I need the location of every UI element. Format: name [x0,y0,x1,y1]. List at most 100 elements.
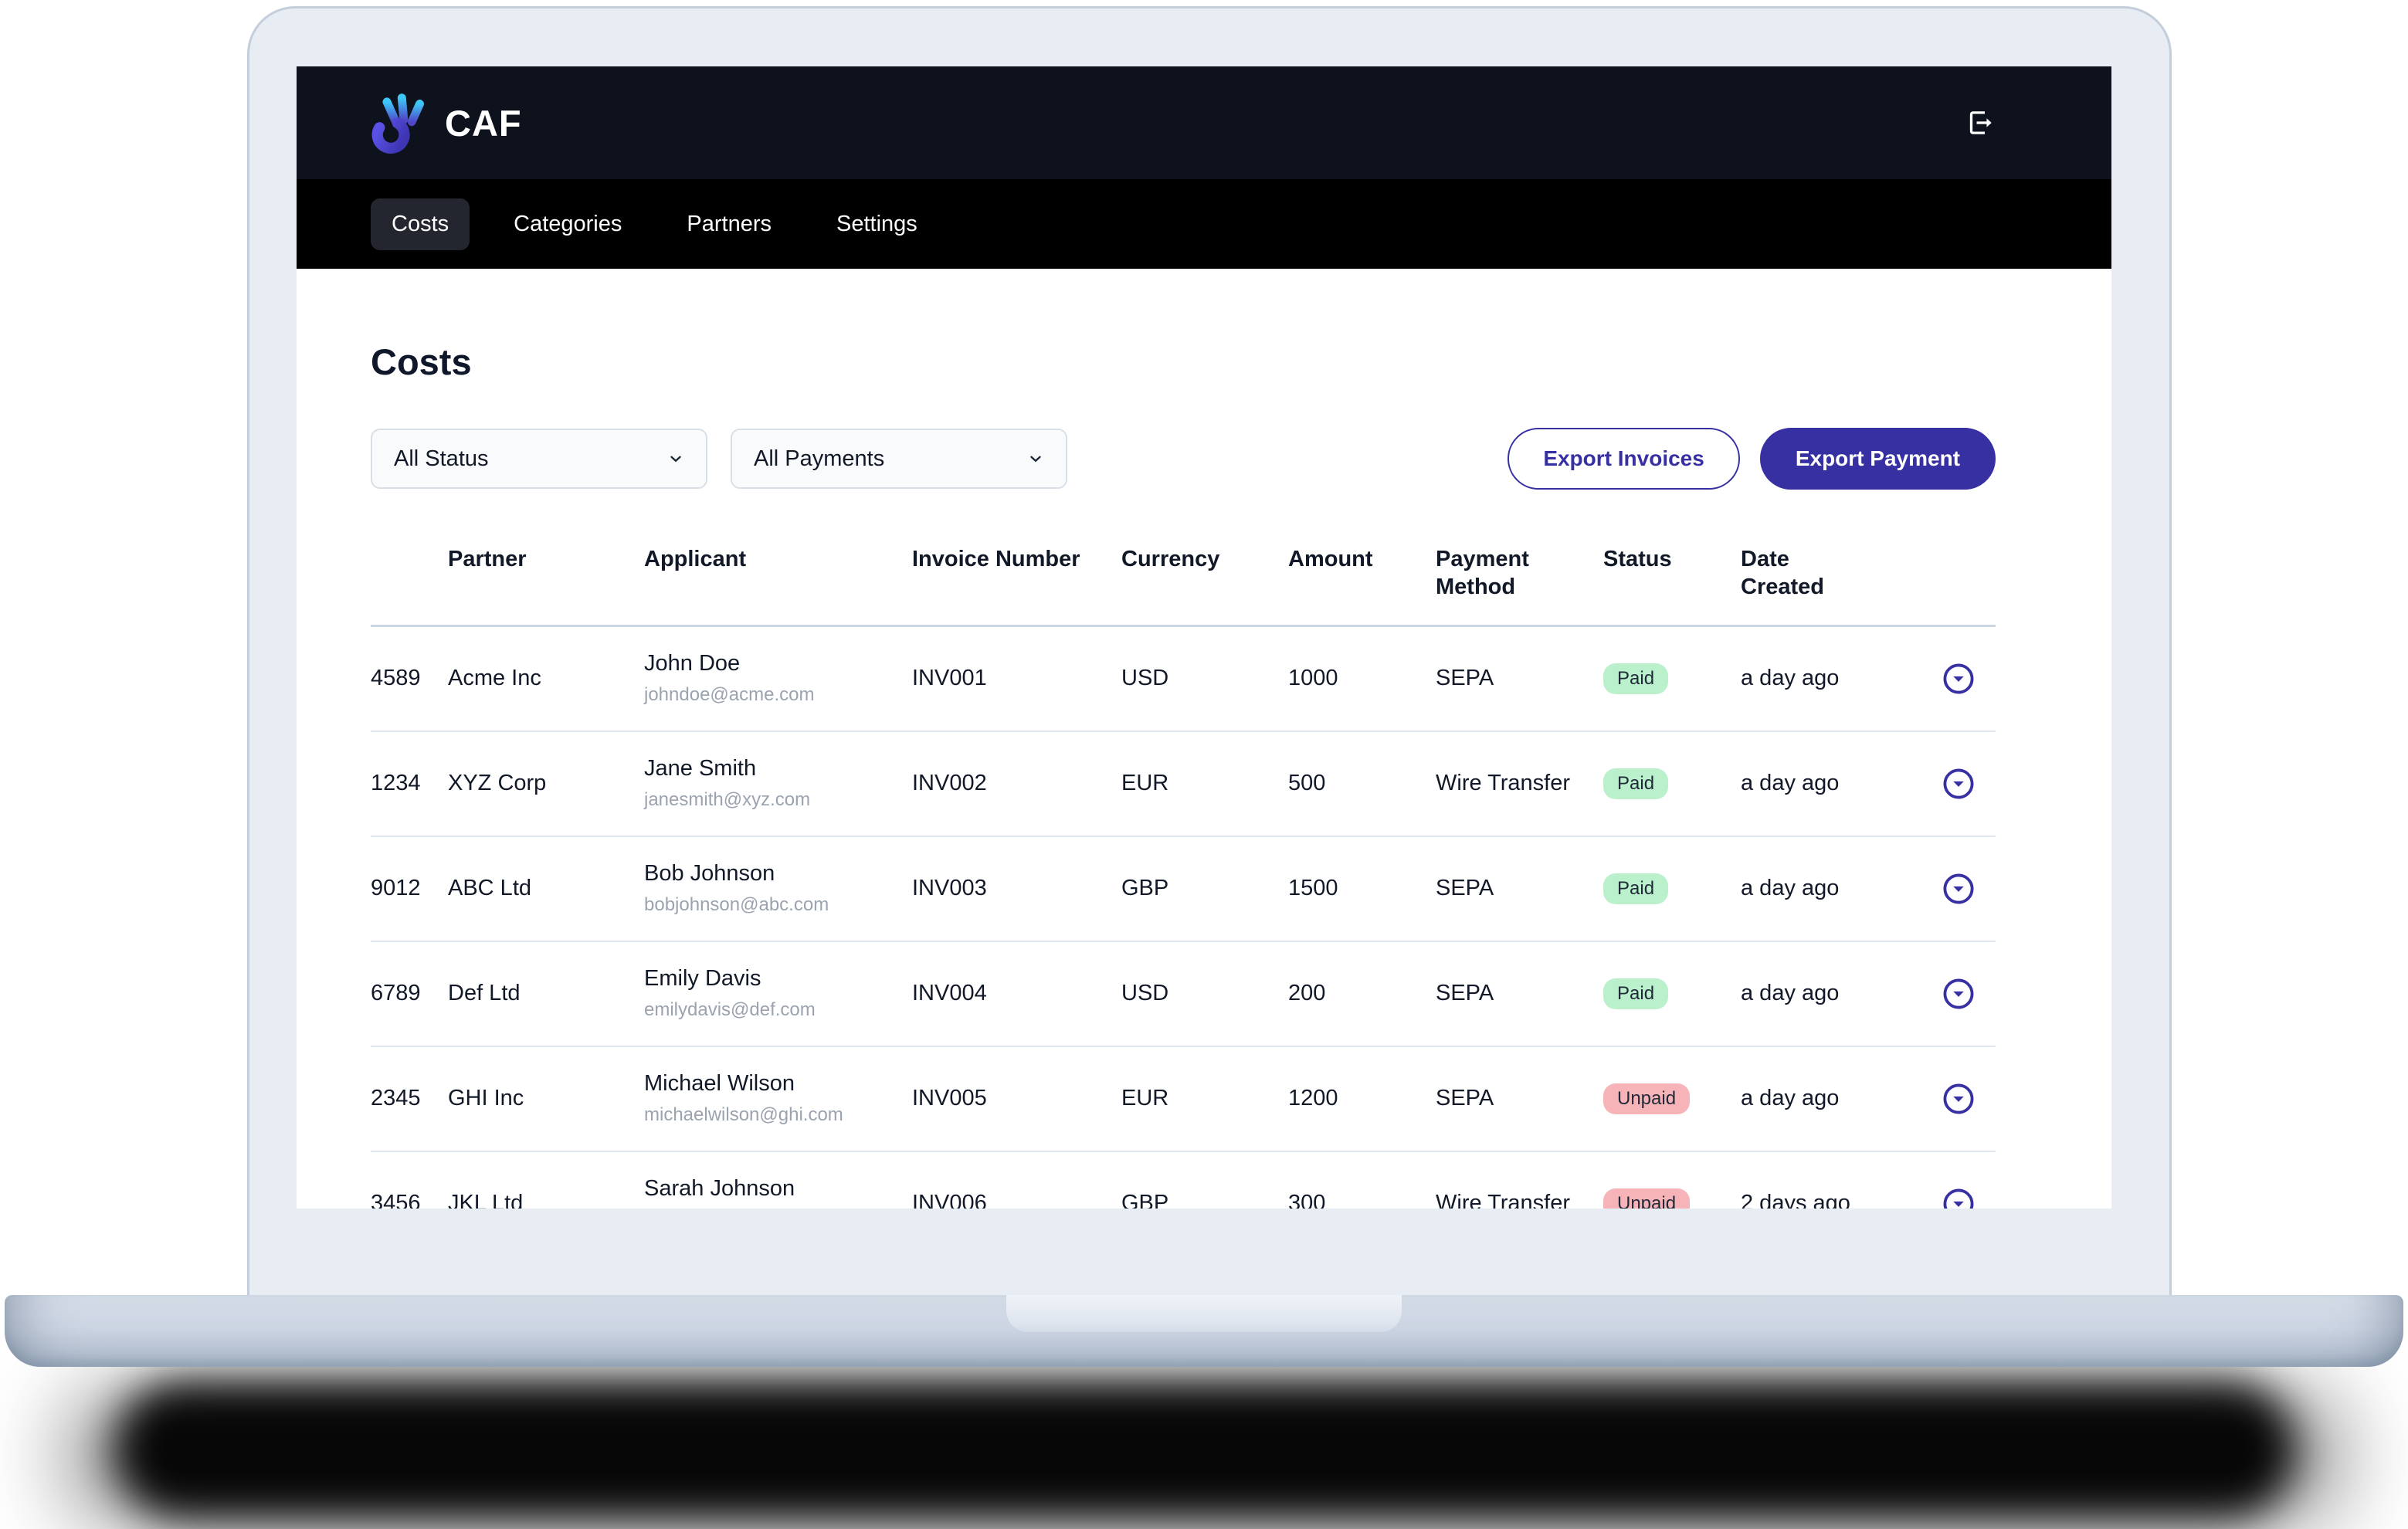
header-invoice-number: Invoice Number [912,547,1080,572]
laptop-base-notch [1006,1295,1402,1332]
laptop-shadow [116,1382,2294,1517]
tab-costs[interactable]: Costs [371,198,470,250]
status-badge: Paid [1603,663,1669,694]
row-invoice-number: INV005 [912,1086,987,1111]
row-id: 9012 [371,876,421,901]
row-date-created: a day ago [1741,771,1840,796]
row-partner: GHI Inc [448,1086,524,1111]
tab-partners[interactable]: Partners [666,198,792,250]
row-partner: JKL Ltd [448,1191,524,1209]
expand-row-button[interactable] [1942,662,1976,696]
row-currency: USD [1121,981,1169,1006]
applicant-name: Michael Wilson [644,1071,795,1097]
row-date-created: a day ago [1741,1086,1840,1111]
row-amount: 200 [1288,981,1326,1006]
row-id: 3456 [371,1191,421,1209]
tab-settings[interactable]: Settings [816,198,938,250]
row-status: Unpaid [1603,1188,1741,1209]
row-applicant: John Doe johndoe@acme.com [644,651,912,706]
applicant-name: Emily Davis [644,966,761,992]
applicant-email: emilydavis@def.com [644,999,816,1021]
applicant-email: johndoe@acme.com [644,684,815,706]
row-status: Paid [1603,873,1741,904]
row-date-created: 2 days ago [1741,1191,1850,1209]
status-badge: Paid [1603,768,1669,799]
chevron-down-circle-icon [1942,662,1976,696]
row-currency: GBP [1121,876,1169,901]
row-payment-method: SEPA [1436,666,1494,691]
row-invoice-number: INV003 [912,876,987,901]
chevron-down-icon [1027,450,1044,467]
row-date-created: a day ago [1741,666,1840,691]
row-id: 4589 [371,666,421,691]
applicant-email: janesmith@xyz.com [644,789,811,811]
header-status: Status [1603,547,1672,572]
expand-row-button[interactable] [1942,1082,1976,1116]
table-header-row: Partner Applicant Invoice Number Currenc… [371,533,1996,627]
row-date-created: a day ago [1741,981,1840,1006]
row-id: 6789 [371,981,421,1006]
row-payment-method: Wire Transfer [1436,771,1571,796]
expand-row-button[interactable] [1942,767,1976,801]
page-title: Costs [371,341,472,382]
export-payment-button[interactable]: Export Payment [1759,428,1996,490]
table-row: 1234 XYZ Corp Jane Smith janesmith@xyz.c… [371,732,1996,837]
status-badge: Unpaid [1603,1188,1691,1209]
header-amount: Amount [1288,547,1373,572]
table-row: 2345 GHI Inc Michael Wilson michaelwilso… [371,1047,1996,1152]
row-applicant: Michael Wilson michaelwilson@ghi.com [644,1071,912,1126]
row-applicant: Sarah Johnson sarahjohnson@jkl.com [644,1176,912,1209]
row-id: 1234 [371,771,421,796]
row-applicant: Bob Johnson bobjohnson@abc.com [644,861,912,916]
row-amount: 1500 [1288,876,1338,901]
expand-row-button[interactable] [1942,872,1976,906]
status-badge: Unpaid [1603,1083,1691,1114]
row-currency: USD [1121,666,1169,691]
row-currency: EUR [1121,1086,1169,1111]
table-row: 6789 Def Ltd Emily Davis emilydavis@def.… [371,942,1996,1047]
status-filter-select[interactable]: All Status [371,429,707,490]
chevron-down-circle-icon [1942,1082,1976,1116]
row-applicant: Emily Davis emilydavis@def.com [644,966,912,1021]
header-date-created: Date Created [1741,547,1824,600]
row-status: Unpaid [1603,1083,1741,1114]
row-status: Paid [1603,768,1741,799]
table-body: 4589 Acme Inc John Doe johndoe@acme.com … [371,627,1996,1209]
chevron-down-circle-icon [1942,767,1976,801]
row-currency: EUR [1121,771,1169,796]
tab-categories[interactable]: Categories [493,198,643,250]
chevron-down-circle-icon [1942,872,1976,906]
ok-hand-icon [371,92,431,154]
applicant-name: Sarah Johnson [644,1176,795,1202]
table-row: 9012 ABC Ltd Bob Johnson bobjohnson@abc.… [371,837,1996,942]
chevron-down-icon [667,450,684,467]
row-invoice-number: INV001 [912,666,987,691]
row-currency: GBP [1121,1191,1169,1209]
table-row: 3456 JKL Ltd Sarah Johnson sarahjohnson@… [371,1152,1996,1209]
row-invoice-number: INV002 [912,771,987,796]
app-header: CAF [297,66,2111,179]
applicant-name: John Doe [644,651,741,676]
logout-button[interactable] [1963,107,1996,139]
row-partner: Def Ltd [448,981,521,1006]
row-date-created: a day ago [1741,876,1840,901]
main-content: Costs All Status All Payments [297,341,2111,1209]
row-amount: 1200 [1288,1086,1338,1111]
expand-row-button[interactable] [1942,1187,1976,1209]
applicant-email: michaelwilson@ghi.com [644,1104,843,1126]
row-status: Paid [1603,978,1741,1009]
header-partner: Partner [448,547,527,572]
expand-row-button[interactable] [1942,977,1976,1011]
applicant-name: Bob Johnson [644,861,775,887]
row-status: Paid [1603,663,1741,694]
payments-filter-select[interactable]: All Payments [731,429,1067,490]
row-partner: Acme Inc [448,666,541,691]
logout-icon [1963,107,1996,139]
export-invoices-button[interactable]: Export Invoices [1508,428,1740,490]
row-payment-method: Wire Transfer [1436,1191,1571,1209]
app-window: CAF Costs Categories Partners Settings C… [297,66,2111,1209]
row-partner: ABC Ltd [448,876,531,901]
status-filter-value: All Status [394,446,489,471]
row-invoice-number: INV004 [912,981,987,1006]
header-currency: Currency [1121,547,1220,572]
